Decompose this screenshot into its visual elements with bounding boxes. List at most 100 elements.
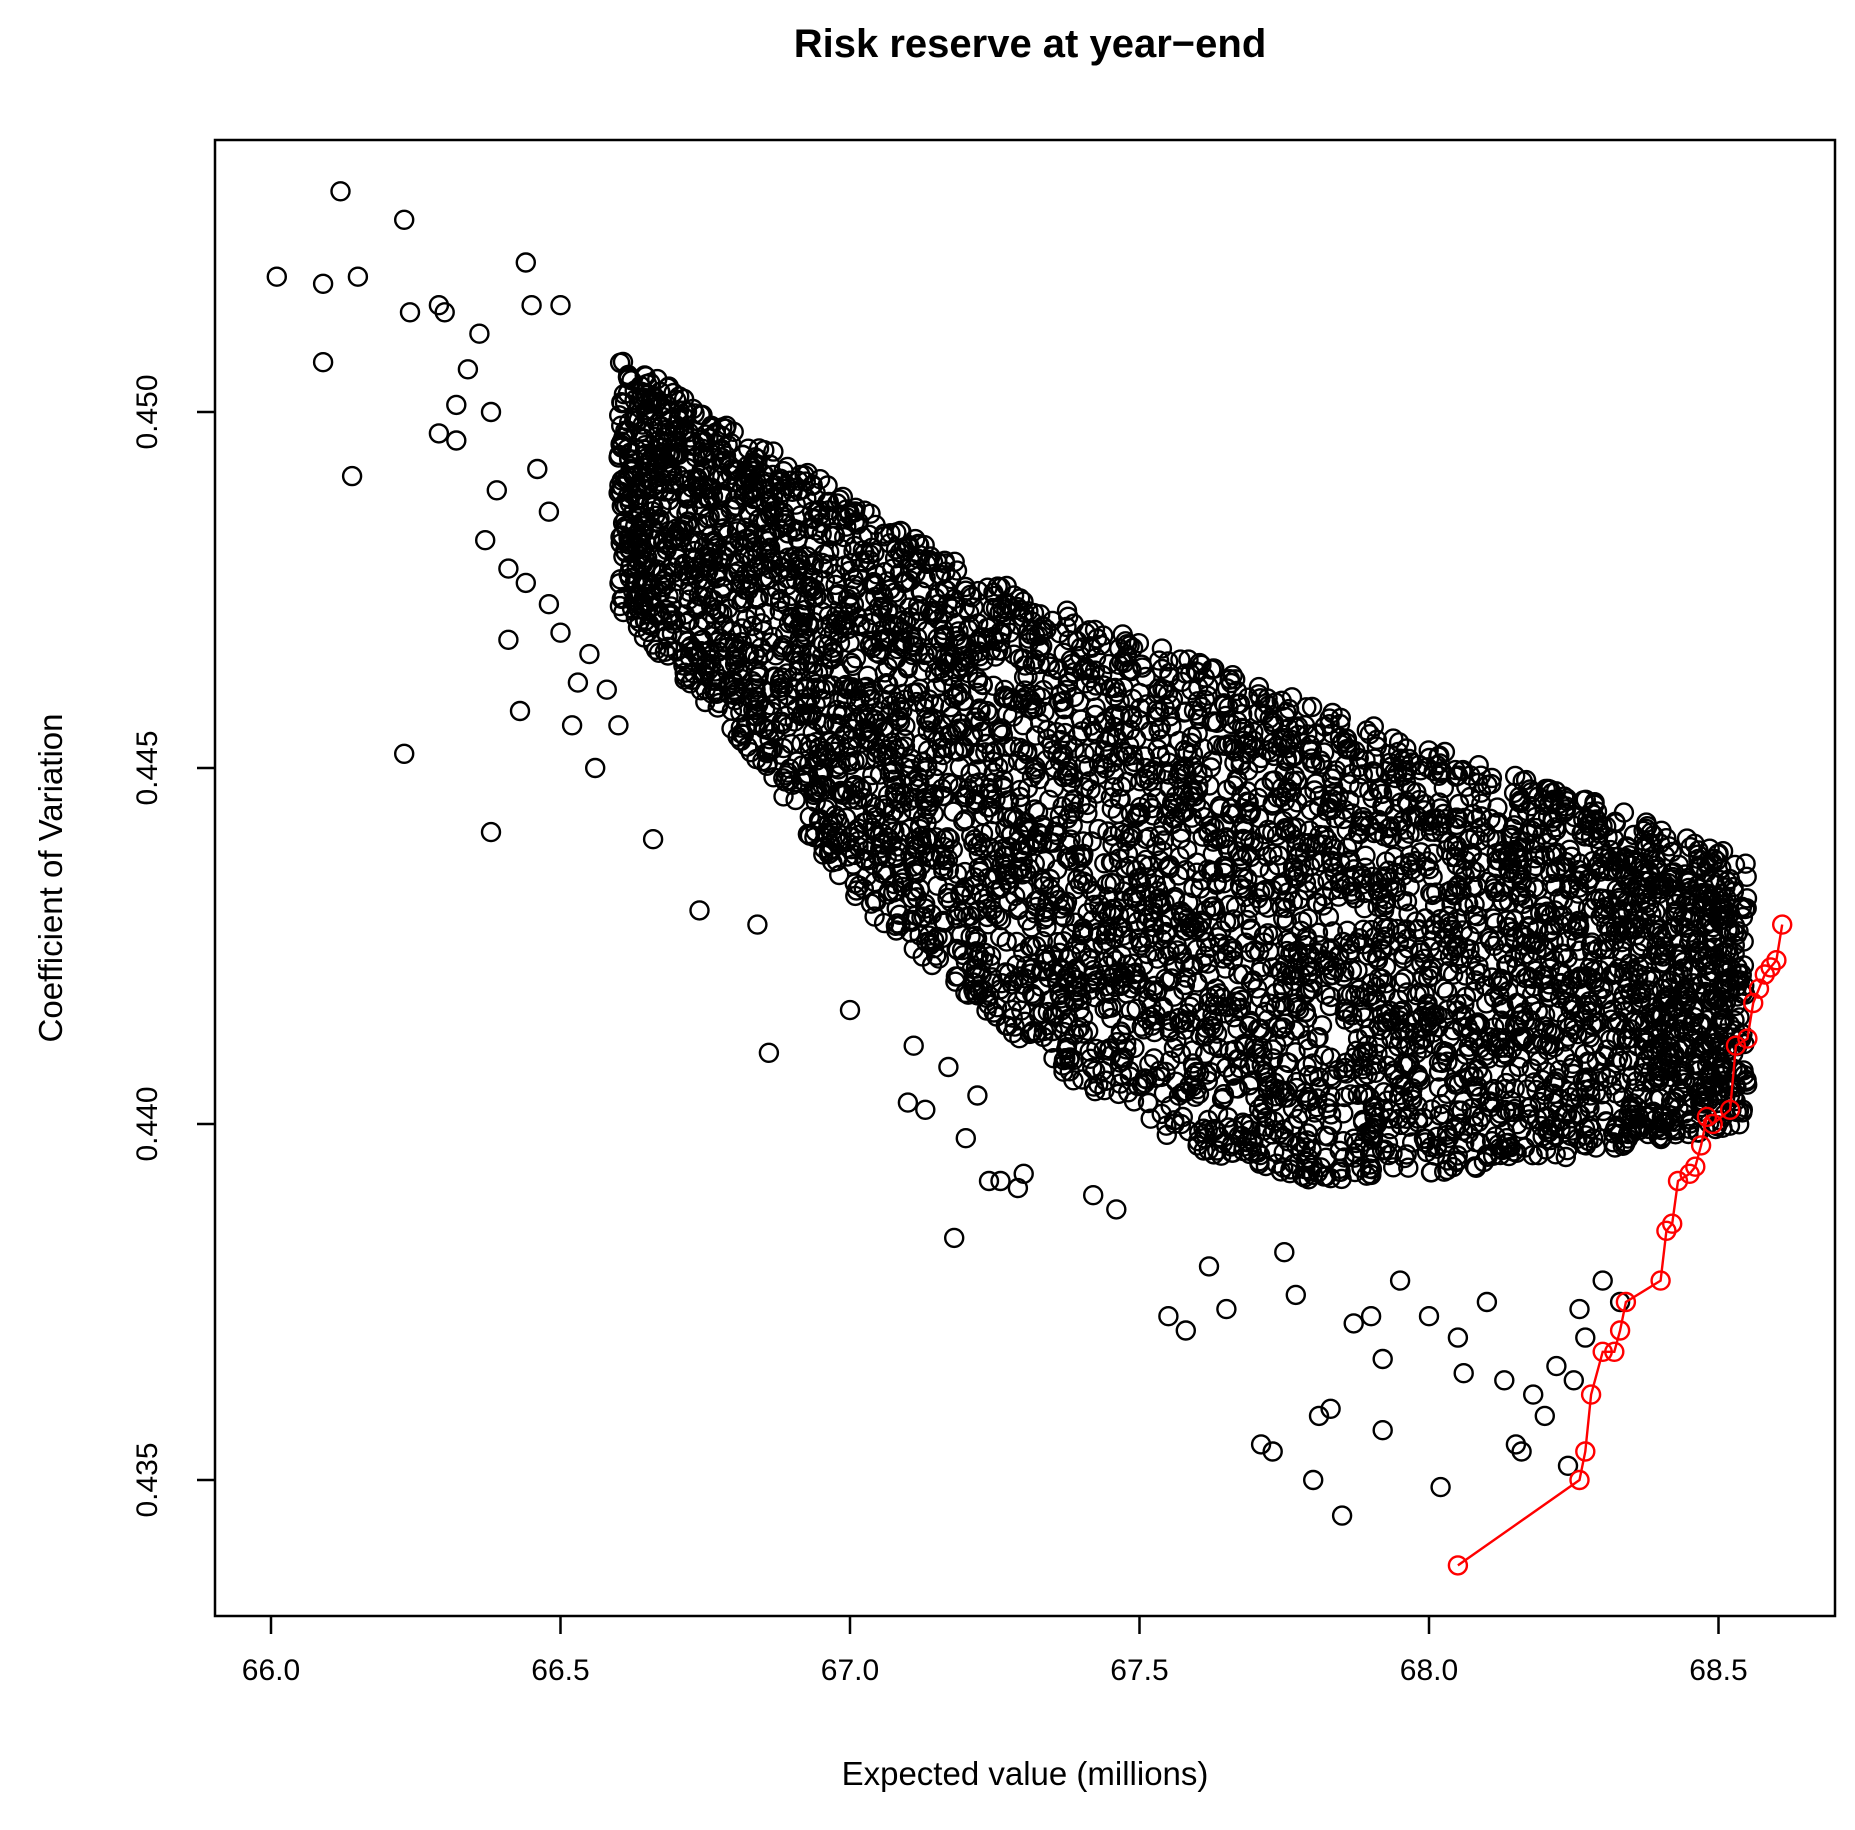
data-point	[1577, 966, 1598, 987]
data-point	[1237, 687, 1259, 708]
data-point	[661, 610, 682, 631]
data-point	[630, 502, 652, 524]
data-point	[1082, 680, 1103, 702]
data-point	[861, 631, 883, 652]
data-point	[1059, 850, 1080, 871]
data-point	[1464, 1031, 1485, 1052]
data-point	[611, 435, 633, 456]
data-point	[1080, 715, 1101, 736]
data-point	[1646, 922, 1668, 944]
data-point	[766, 579, 788, 600]
data-point	[1276, 910, 1298, 931]
data-point	[1713, 953, 1734, 974]
data-point	[987, 576, 1008, 597]
data-point	[700, 649, 721, 670]
data-point	[1273, 979, 1294, 1001]
data-point	[654, 641, 676, 662]
data-point	[1638, 895, 1660, 917]
data-point	[1149, 825, 1171, 846]
data-point	[1376, 1011, 1398, 1033]
data-point	[1240, 972, 1262, 993]
data-point	[797, 824, 819, 845]
data-point	[1709, 869, 1731, 891]
data-point	[839, 826, 860, 847]
data-point	[1249, 1144, 1271, 1166]
data-point	[1176, 839, 1198, 860]
data-point	[1025, 684, 1046, 706]
data-point	[1110, 789, 1131, 810]
data-point	[1126, 998, 1147, 1019]
data-point	[1301, 752, 1323, 774]
data-point	[697, 515, 718, 536]
data-point	[1215, 705, 1236, 727]
data-point	[1227, 1048, 1248, 1070]
data-point	[1276, 940, 1298, 962]
data-point	[1447, 874, 1469, 896]
data-point	[1399, 845, 1421, 866]
data-point	[1611, 946, 1633, 967]
data-point	[1186, 852, 1208, 873]
data-point	[996, 599, 1017, 620]
data-point	[1167, 767, 1188, 788]
data-point	[1494, 1014, 1516, 1036]
data-point	[1242, 1070, 1263, 1091]
data-point	[1522, 1144, 1543, 1166]
data-point	[1368, 811, 1389, 832]
data-point	[1542, 791, 1563, 812]
data-point	[1170, 1113, 1192, 1135]
data-point	[837, 846, 858, 867]
data-point	[1702, 990, 1723, 1011]
data-point	[1630, 987, 1652, 1009]
data-point	[1329, 713, 1351, 735]
data-point	[825, 574, 846, 596]
data-point	[1274, 954, 1296, 976]
data-point	[834, 610, 855, 631]
data-point	[1227, 693, 1248, 715]
data-point	[1072, 1023, 1094, 1044]
data-point	[1372, 914, 1393, 935]
data-point	[944, 551, 965, 572]
data-point	[1272, 872, 1294, 893]
data-point	[1003, 690, 1024, 712]
data-point	[1123, 888, 1144, 909]
data-point	[1273, 810, 1294, 832]
data-point	[1500, 1090, 1522, 1112]
data-point	[1549, 888, 1570, 909]
data-point	[954, 861, 976, 883]
data-point	[1678, 922, 1700, 943]
data-point	[1611, 940, 1633, 961]
data-point	[1670, 887, 1692, 908]
data-point	[1256, 1067, 1277, 1088]
data-point	[1450, 1113, 1471, 1134]
data-point	[1306, 1027, 1328, 1049]
data-point	[1643, 1007, 1665, 1029]
data-point	[1568, 969, 1590, 990]
data-point	[1079, 1041, 1100, 1062]
data-point	[1503, 782, 1525, 804]
data-point	[1549, 961, 1570, 983]
data-point	[1325, 760, 1347, 781]
data-point	[1410, 939, 1431, 960]
data-point	[1690, 856, 1712, 878]
data-point	[1209, 1126, 1230, 1148]
data-point	[945, 971, 966, 992]
data-point	[968, 784, 990, 805]
data-point	[1372, 940, 1393, 961]
data-point	[1100, 872, 1122, 894]
data-point	[1210, 798, 1231, 819]
data-point	[1446, 814, 1467, 836]
data-point	[1560, 1087, 1581, 1108]
data-point	[1590, 1063, 1612, 1084]
data-point	[873, 721, 895, 742]
data-point	[1057, 672, 1079, 693]
data-point	[1723, 881, 1745, 902]
data-point	[1577, 1051, 1599, 1072]
data-point	[1487, 797, 1508, 818]
data-point	[773, 768, 794, 789]
data-point	[741, 564, 762, 585]
data-point	[924, 662, 946, 684]
data-point	[856, 676, 877, 698]
data-point	[783, 546, 804, 567]
data-point	[806, 520, 827, 541]
data-point	[1604, 962, 1625, 984]
